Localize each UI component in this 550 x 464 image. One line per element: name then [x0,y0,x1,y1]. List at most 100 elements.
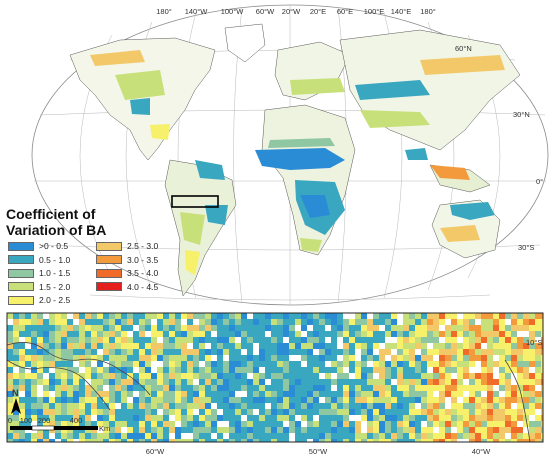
inset-cell [55,409,61,415]
inset-cell [295,325,301,331]
inset-cell [349,367,355,373]
inset-cell [55,397,61,403]
inset-cell [115,325,121,331]
inset-cell [109,409,115,415]
inset-cell [187,325,193,331]
inset-cell [91,379,97,385]
inset-cell [541,409,543,415]
inset-cell [481,391,487,397]
inset-cell [319,379,325,385]
inset-cell [367,433,373,439]
inset-cell [439,325,445,331]
inset-cell [199,325,205,331]
inset-cell [85,337,91,343]
inset-cell [157,397,163,403]
inset-cell [67,409,73,415]
inset-cell [403,427,409,433]
inset-cell [121,433,127,439]
inset-cell [31,409,37,415]
inset-cell [247,397,253,403]
inset-cell [511,337,517,343]
inset-cell [61,331,67,337]
legend-item: 0.5 - 1.0 [8,254,70,266]
inset-cell [43,337,49,343]
inset-cell [181,361,187,367]
inset-cell [517,331,523,337]
inset-cell [175,337,181,343]
inset-cell [451,415,457,421]
inset-cell [73,349,79,355]
inset-cell [55,355,61,361]
inset-cell [349,325,355,331]
inset-cell [229,319,235,325]
inset-cell [193,427,199,433]
inset-cell [307,439,313,442]
inset-cell [121,391,127,397]
inset-cell [337,421,343,427]
inset-cell [487,403,493,409]
inset-cell [145,361,151,367]
inset-cell [13,373,19,379]
inset-cell [133,355,139,361]
inset-cell [361,379,367,385]
inset-cell [403,355,409,361]
inset-cell [505,403,511,409]
inset-cell [55,433,61,439]
inset-cell [211,421,217,427]
inset-cell [427,391,433,397]
inset-cell [385,403,391,409]
inset-cell [469,319,475,325]
inset-cell [427,439,433,442]
inset-cell [331,391,337,397]
inset-cell [79,409,85,415]
legend-swatch [8,241,34,251]
inset-cell [355,421,361,427]
inset-cell [61,391,67,397]
inset-cell [145,355,151,361]
inset-cell [349,373,355,379]
inset-cell [157,433,163,439]
inset-cell [535,373,541,379]
inset-cell [481,421,487,427]
inset-cell [391,367,397,373]
inset-cell [541,415,543,421]
inset-cell [31,421,37,427]
inset-cell [217,379,223,385]
inset-cell [277,367,283,373]
inset-cell [523,361,529,367]
inset-cell [97,367,103,373]
inset-cell [115,337,121,343]
inset-cell [457,367,463,373]
inset-cell [241,331,247,337]
inset-cell [373,427,379,433]
inset-cell [229,355,235,361]
inset-cell [61,313,67,319]
inset-cell [367,361,373,367]
inset-cell [229,421,235,427]
inset-cell [163,349,169,355]
inset-cell [79,397,85,403]
inset-cell [493,331,499,337]
inset-cell [403,391,409,397]
inset-cell [301,439,307,442]
inset-cell [25,325,31,331]
inset-cell [463,367,469,373]
inset-cell [295,331,301,337]
inset-cell [91,415,97,421]
inset-cell [79,379,85,385]
inset-cell [535,433,541,439]
inset-cell [487,349,493,355]
inset-cell [349,403,355,409]
inset-cell [127,433,133,439]
inset-cell [445,349,451,355]
inset-cell [505,385,511,391]
inset-cell [493,403,499,409]
inset-cell [151,403,157,409]
inset-cell [289,439,295,442]
lon-label: 60°E [337,7,353,16]
inset-cell [139,397,145,403]
inset-cell [277,427,283,433]
inset-cell [205,361,211,367]
inset-cell [307,343,313,349]
inset-cell [397,439,403,442]
